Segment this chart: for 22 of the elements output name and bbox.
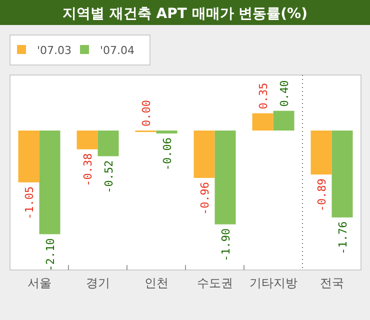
x-tick-label: 수도권 <box>196 276 233 290</box>
legend-label: '07.03 <box>37 44 72 57</box>
data-label: 0.00 <box>140 100 153 127</box>
data-label: 0.40 <box>278 80 291 107</box>
x-tick-label: 경기 <box>86 276 110 290</box>
data-label: -1.90 <box>219 228 232 262</box>
data-label: -0.52 <box>102 160 116 194</box>
data-label: -0.89 <box>315 178 328 212</box>
title-banner: 지역별 재건축 APT 매매가 변동률(%) <box>0 0 370 25</box>
data-label: 0.35 <box>256 82 270 110</box>
data-label: -2.10 <box>44 238 57 272</box>
chart-title: 지역별 재건축 APT 매매가 변동률(%) <box>62 6 308 22</box>
x-tick-label: 인천 <box>144 276 168 290</box>
legend-label: '07.04 <box>100 44 135 57</box>
data-label: -0.38 <box>81 153 94 186</box>
x-tick-label: 서울 <box>27 276 52 290</box>
x-tick-label: 기타지방 <box>249 276 298 290</box>
data-label: -0.96 <box>198 182 212 216</box>
x-tick-label: 전국 <box>320 276 344 290</box>
data-label: -0.06 <box>160 138 174 171</box>
data-label: -1.76 <box>336 221 350 255</box>
data-label: -1.05 <box>22 186 36 220</box>
